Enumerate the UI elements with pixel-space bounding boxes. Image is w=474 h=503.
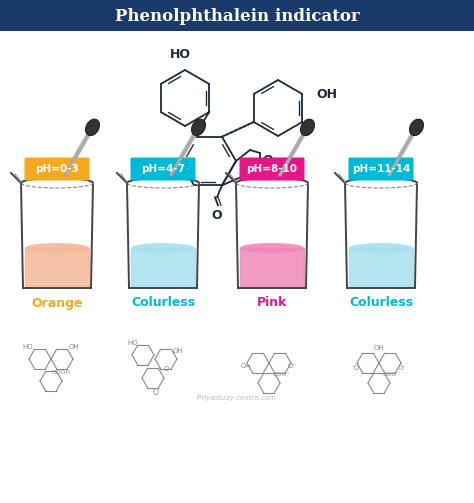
Text: O: O <box>153 388 159 397</box>
Text: Priyastudy centre.com: Priyastudy centre.com <box>198 395 276 401</box>
Ellipse shape <box>349 243 413 253</box>
Text: Colurless: Colurless <box>131 296 195 309</box>
Text: HO: HO <box>170 48 191 61</box>
Text: Colurless: Colurless <box>349 296 413 309</box>
Text: OH: OH <box>69 344 79 350</box>
FancyBboxPatch shape <box>239 157 304 181</box>
Text: O⁻: O⁻ <box>287 363 297 369</box>
Ellipse shape <box>131 243 195 253</box>
Text: COO⁻: COO⁻ <box>382 372 400 377</box>
Ellipse shape <box>410 119 423 136</box>
Ellipse shape <box>301 119 314 136</box>
Text: HO: HO <box>23 344 33 350</box>
Text: OH: OH <box>374 345 384 351</box>
Text: COOH: COOH <box>52 370 71 375</box>
FancyBboxPatch shape <box>348 157 413 181</box>
Text: Pink: Pink <box>257 296 287 309</box>
Ellipse shape <box>85 119 100 136</box>
Polygon shape <box>349 248 413 286</box>
Ellipse shape <box>191 119 206 136</box>
Text: OH: OH <box>316 88 337 101</box>
Ellipse shape <box>25 243 89 253</box>
Text: COO⁻: COO⁻ <box>272 372 290 377</box>
Text: Phenolphthalein indicator: Phenolphthalein indicator <box>115 8 359 25</box>
Text: ⁻O: ⁻O <box>350 365 360 371</box>
Text: OH: OH <box>173 348 183 354</box>
Text: pH=0-3: pH=0-3 <box>35 164 79 174</box>
Text: O: O <box>263 153 273 166</box>
Polygon shape <box>25 248 89 286</box>
Polygon shape <box>240 248 304 286</box>
Polygon shape <box>131 248 195 286</box>
FancyBboxPatch shape <box>130 157 195 181</box>
Text: Orange: Orange <box>31 296 83 309</box>
Text: HO: HO <box>128 340 138 346</box>
Text: pH=4-7: pH=4-7 <box>141 164 185 174</box>
Text: O: O <box>212 209 222 222</box>
Text: O: O <box>164 366 169 372</box>
Text: O=: O= <box>240 363 252 369</box>
Bar <box>0 0 474 31</box>
Text: O⁻: O⁻ <box>397 365 407 371</box>
Text: pH=8-10: pH=8-10 <box>246 164 298 174</box>
Ellipse shape <box>240 243 304 253</box>
FancyBboxPatch shape <box>25 157 90 181</box>
Text: pH=11-14: pH=11-14 <box>352 164 410 174</box>
